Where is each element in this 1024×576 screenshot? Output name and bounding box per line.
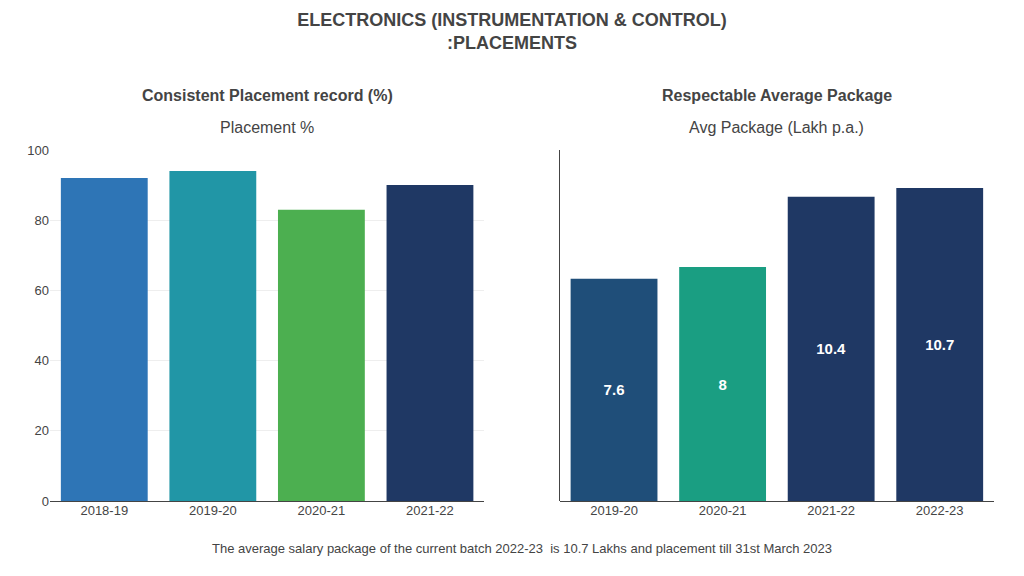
- svg-text:0: 0: [42, 494, 49, 509]
- svg-text:Respectable Average Package: Respectable Average Package: [662, 87, 892, 104]
- svg-text:Avg Package (Lakh p.a.): Avg Package (Lakh p.a.): [689, 119, 864, 136]
- svg-text:10.7: 10.7: [925, 336, 954, 353]
- svg-text:60: 60: [35, 283, 49, 298]
- svg-text:80: 80: [35, 213, 49, 228]
- svg-text:2022-23: 2022-23: [916, 503, 964, 518]
- svg-text:Consistent Placement record (%: Consistent Placement record (%): [142, 87, 393, 104]
- svg-text:The average salary package of: The average salary package of the curren…: [212, 541, 832, 556]
- svg-text:10.4: 10.4: [816, 340, 846, 357]
- svg-text:2021-22: 2021-22: [406, 503, 454, 518]
- svg-text:2021-22: 2021-22: [807, 503, 855, 518]
- svg-text:40: 40: [35, 353, 49, 368]
- svg-text:20: 20: [35, 423, 49, 438]
- svg-text:2019-20: 2019-20: [189, 503, 237, 518]
- svg-text:Placement %: Placement %: [220, 119, 314, 136]
- svg-text:ELECTRONICS (INSTRUMENTATION &: ELECTRONICS (INSTRUMENTATION & CONTROL):…: [297, 10, 726, 53]
- svg-text:2020-21: 2020-21: [699, 503, 747, 518]
- svg-text:8: 8: [718, 376, 726, 393]
- svg-text:100: 100: [27, 143, 49, 158]
- svg-text:2018-19: 2018-19: [80, 503, 128, 518]
- svg-text:2019-20: 2019-20: [590, 503, 638, 518]
- svg-text:2020-21: 2020-21: [298, 503, 346, 518]
- svg-text:7.6: 7.6: [604, 381, 625, 398]
